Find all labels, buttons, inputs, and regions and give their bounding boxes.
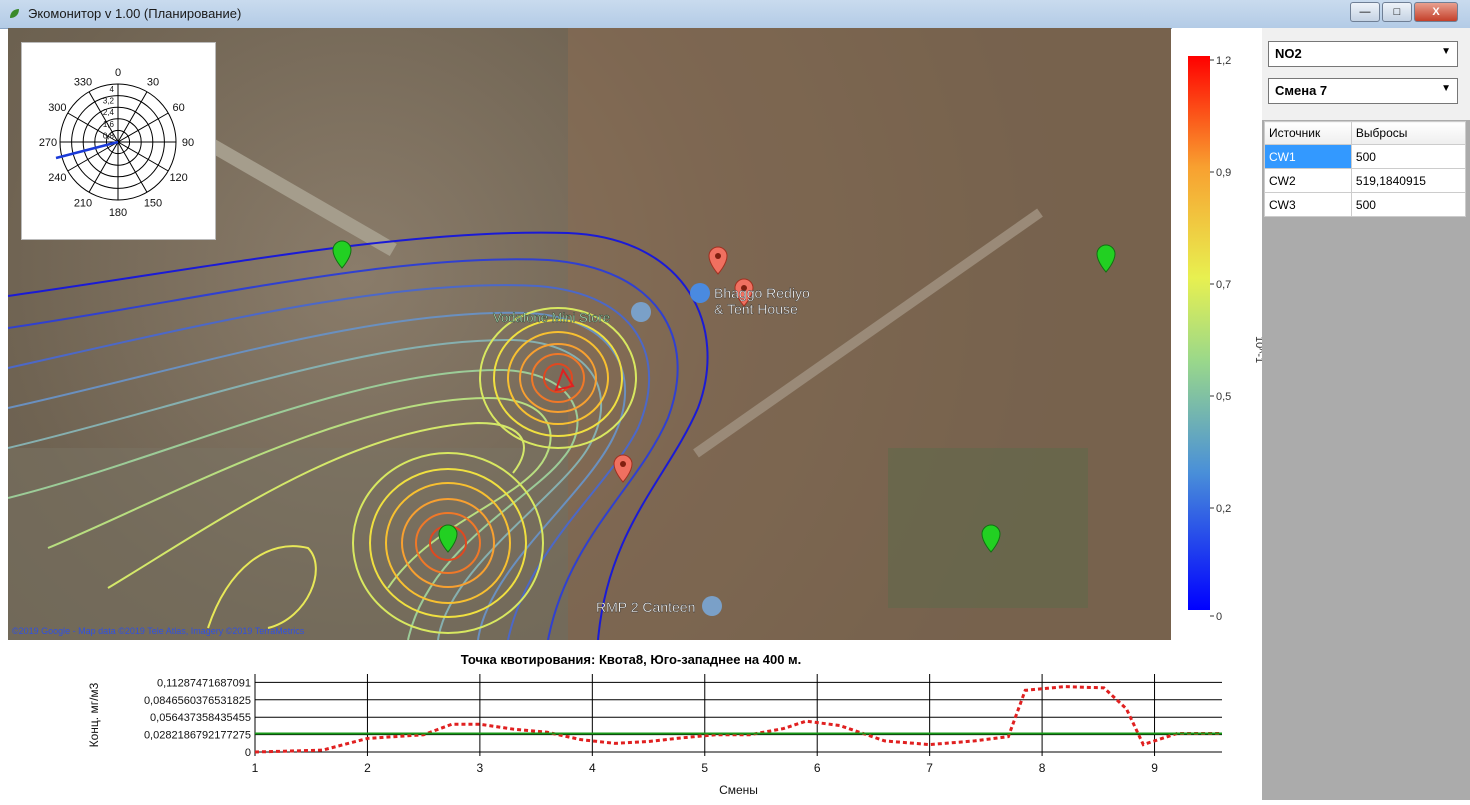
y-tick-label: 0 [245, 747, 251, 759]
angle-label: 150 [144, 198, 162, 210]
emission-cell[interactable]: 500 [1350, 144, 1467, 169]
colorbar-tick-label: 0,9 [1216, 167, 1231, 179]
source-cell[interactable]: CW1 [1264, 144, 1352, 169]
x-tick-label: 2 [364, 761, 371, 775]
shopping-poi-icon[interactable] [690, 283, 710, 303]
angle-label: 0 [115, 67, 121, 79]
spoke [88, 141, 119, 193]
map-label: Vodafone Mini Store [493, 310, 610, 325]
spoke [67, 112, 119, 143]
angle-label: 90 [182, 137, 194, 149]
colorbar-tick-label: 0,7 [1216, 279, 1231, 291]
x-tick-label: 8 [1039, 761, 1046, 775]
dropdown-arrow-icon: ▼ [1441, 83, 1451, 94]
map-view[interactable]: Vodafone Mini Store Bhaggo Rediyo & Tent… [8, 28, 1171, 640]
colorbar: 10^-1 1,2 0,9 0,7 0,5 0,2 0 [1188, 55, 1265, 623]
radial-label: 4 [110, 85, 115, 94]
angle-label: 210 [74, 198, 92, 210]
emission-cell[interactable]: 519,1840915 [1350, 168, 1467, 193]
wind-rose-chart: 0 30 60 90 120 150 180 210 240 270 300 330 4 3,2 2,4 1,… [39, 67, 194, 219]
angle-label: 300 [48, 102, 66, 114]
poi-icon[interactable] [702, 596, 722, 616]
app-leaf-icon [10, 9, 19, 18]
color-scale-legend: 10^-1 1,2 0,9 0,7 0,5 0,2 0 [1172, 28, 1265, 640]
source-cell[interactable]: CW3 [1264, 192, 1352, 217]
wind-direction-arrow [55, 140, 119, 160]
x-tick-label: 4 [589, 761, 596, 775]
shift-value: Смена 7 [1275, 83, 1328, 98]
red-marker-icon[interactable] [708, 246, 728, 275]
map-label: Bhaggo Rediyo [714, 285, 810, 301]
angle-label: 30 [147, 76, 159, 88]
maximize-button[interactable]: □ [1382, 2, 1412, 22]
colorbar-tick-label: 0,5 [1216, 391, 1231, 403]
concentration-chart: 0,11287471687091 0,0846560376531825 0,0564… [87, 674, 1222, 797]
spoke [67, 141, 119, 172]
angle-label: 180 [109, 207, 127, 219]
map-overlay: Vodafone Mini Store Bhaggo Rediyo & Tent… [8, 28, 1171, 640]
map-attribution: ©2019 Google - Map data ©2019 Tele Atlas… [12, 626, 305, 636]
radial-label: 0,8 [103, 131, 115, 140]
colorbar-tick-label: 0 [1216, 611, 1222, 623]
spoke [117, 112, 169, 143]
green-marker-icon[interactable] [438, 524, 458, 553]
colorbar-tick-label: 0,2 [1216, 503, 1231, 515]
green-marker-icon[interactable] [1096, 244, 1116, 273]
x-tick-label: 3 [477, 761, 484, 775]
table-row[interactable]: CW3 500 [1264, 192, 1467, 217]
map-label: RMP 2 Canteen [596, 599, 695, 615]
source-cell[interactable]: CW2 [1264, 168, 1352, 193]
close-button[interactable]: X [1414, 2, 1458, 22]
minimize-button[interactable]: — [1350, 2, 1380, 22]
right-panel: NO2 ▼ Смена 7 ▼ Источник Выбросы CW1 500… [1262, 28, 1470, 800]
title-bar: Экомонитор v 1.00 (Планирование) — □ X [0, 0, 1470, 29]
spoke [117, 141, 169, 172]
y-tick-label: 0,11287471687091 [157, 677, 251, 689]
window-title: Экомонитор v 1.00 (Планирование) [28, 6, 242, 21]
green-marker-icon[interactable] [981, 524, 1001, 553]
spoke [117, 141, 148, 193]
radial-label: 3,2 [103, 97, 115, 106]
wind-rose: 0 30 60 90 120 150 180 210 240 270 300 330 4 3,2 2,4 1,… [21, 42, 216, 240]
red-marker-icon[interactable] [613, 454, 633, 483]
map-label: & Tent House [714, 301, 798, 317]
angle-label: 120 [169, 172, 187, 184]
radial-label: 1,6 [103, 120, 115, 129]
radial-label: 2,4 [103, 108, 115, 117]
column-header[interactable]: Источник [1264, 121, 1352, 145]
pollutant-select[interactable]: NO2 ▼ [1268, 41, 1458, 67]
dropdown-arrow-icon: ▼ [1441, 46, 1451, 57]
concentration-chart-panel: Точка квотирования: Квота8, Юго-западнее… [0, 640, 1262, 800]
red-marker-icon[interactable] [734, 278, 754, 307]
column-header[interactable]: Выбросы [1350, 121, 1467, 145]
emission-cell[interactable]: 500 [1350, 192, 1467, 217]
table-row[interactable]: CW1 500 [1264, 144, 1467, 169]
colorbar-tick-label: 1,2 [1216, 55, 1231, 67]
shift-select[interactable]: Смена 7 ▼ [1268, 78, 1458, 104]
x-tick-label: 6 [814, 761, 821, 775]
x-axis-label: Смены [719, 783, 758, 797]
series-line [254, 685, 1222, 754]
spoke [88, 91, 119, 143]
x-tick-label: 7 [926, 761, 933, 775]
pollutant-value: NO2 [1275, 46, 1302, 61]
angle-label: 240 [48, 172, 66, 184]
y-tick-label: 0,056437358435455 [150, 712, 251, 724]
y-axis-label: Конц. мг/м3 [87, 682, 101, 747]
sources-table: Источник Выбросы CW1 500 CW2 519,1840915… [1264, 121, 1467, 217]
green-marker-icon[interactable] [332, 240, 352, 269]
y-tick-label: 0,0282186792177275 [144, 730, 251, 742]
angle-label: 270 [39, 137, 57, 149]
angle-label: 330 [74, 76, 92, 88]
x-tick-label: 1 [252, 761, 259, 775]
x-tick-label: 9 [1151, 761, 1158, 775]
colorbar-unit: 10^-1 [1253, 336, 1262, 363]
poi-icon[interactable] [631, 302, 651, 322]
spoke [117, 91, 148, 143]
chart-title: Точка квотирования: Квота8, Юго-западнее… [460, 652, 802, 667]
angle-label: 60 [172, 102, 184, 114]
table-row[interactable]: CW2 519,1840915 [1264, 168, 1467, 193]
x-tick-label: 5 [701, 761, 708, 775]
y-tick-label: 0,0846560376531825 [144, 695, 251, 707]
